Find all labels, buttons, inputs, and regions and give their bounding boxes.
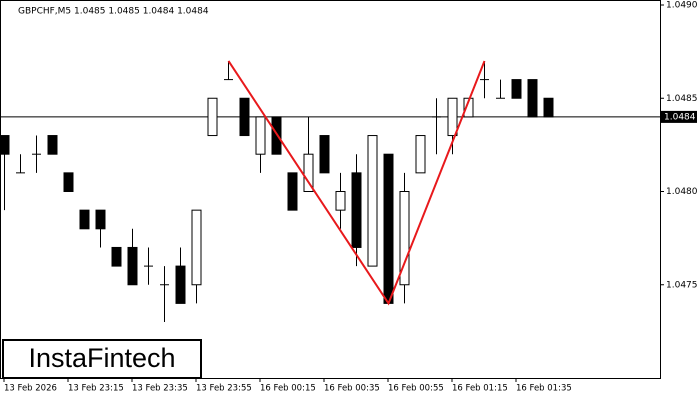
candle-body: [415, 135, 426, 174]
candle-body: [191, 209, 202, 286]
candle-body: [511, 79, 522, 99]
candle-body: [463, 97, 474, 118]
x-tick-label: 13 Feb 23:35: [132, 384, 188, 394]
candle-body: [287, 172, 298, 211]
chart-title: GBPCHF,M5 1.0485 1.0485 1.0484 1.0484: [18, 7, 209, 17]
candle-body: [543, 97, 554, 118]
candle-body: [271, 116, 282, 155]
candle-body: [47, 135, 58, 155]
last-price-label: 1.0484: [664, 112, 696, 122]
candle-body: [383, 153, 394, 304]
candle-body: [0, 135, 10, 155]
candle-body: [351, 172, 362, 248]
x-tick-label: 16 Feb 00:15: [260, 384, 316, 394]
x-tick-label: 16 Feb 01:35: [516, 384, 572, 394]
x-tick-label: 16 Feb 00:55: [388, 384, 444, 394]
x-tick-label: 13 Feb 23:15: [68, 384, 124, 394]
candle-body: [255, 116, 266, 155]
candle-body: [95, 209, 106, 230]
logo: InstaFintech: [28, 343, 175, 373]
candle-body: [127, 246, 138, 286]
plot-frame: [0, 0, 661, 379]
x-tick-label: 16 Feb 01:15: [452, 384, 508, 394]
candle-body: [63, 172, 74, 193]
y-tick-label: 1.0480: [666, 187, 698, 197]
candle-body: [319, 135, 330, 174]
candle-body: [527, 79, 538, 118]
candle-body: [79, 209, 90, 230]
candle-body: [447, 97, 458, 137]
candle-body: [111, 246, 122, 267]
candle-body: [367, 135, 378, 267]
candle-body: [303, 153, 314, 192]
y-tick-label: 1.0475: [666, 280, 698, 290]
candle-body: [335, 191, 346, 211]
x-tick-label: 13 Feb 2026: [4, 384, 57, 394]
logo-box: [2, 339, 202, 379]
candle-body: [207, 97, 218, 137]
x-tick-label: 16 Feb 00:35: [324, 384, 380, 394]
candle-body: [175, 265, 186, 304]
x-tick-label: 13 Feb 23:55: [196, 384, 252, 394]
y-tick-label: 1.0485: [666, 94, 698, 104]
pattern-line: [227, 60, 486, 306]
y-tick-label: 1.0490: [666, 1, 698, 11]
chart-layer: 1.0490 1.0485 1.0480 1.0475 13 Feb 2026 13 Fe…: [0, 1, 698, 394]
candle-body: [239, 97, 250, 137]
last-price-box: [661, 110, 697, 123]
candle-body: [399, 191, 410, 286]
